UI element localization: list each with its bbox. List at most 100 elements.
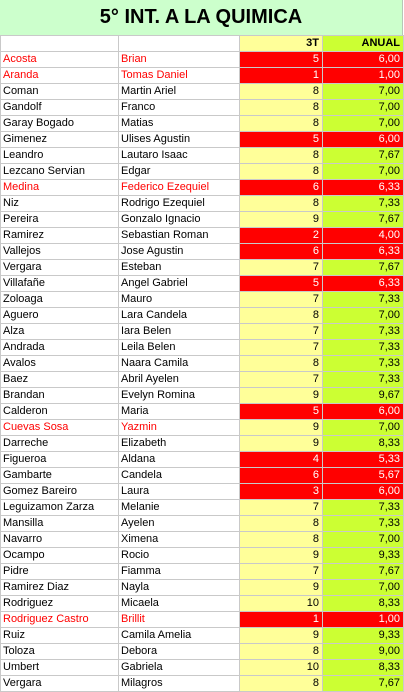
nombre-cell[interactable]: Lara Candela <box>118 307 240 324</box>
nombre-cell[interactable]: Gonzalo Ignacio <box>118 211 240 228</box>
anual-cell[interactable]: 7,00 <box>322 115 404 132</box>
nota-3t-cell[interactable]: 5 <box>239 403 323 420</box>
nota-3t-cell[interactable]: 9 <box>239 627 323 644</box>
nota-3t-cell[interactable]: 8 <box>239 675 323 692</box>
nota-3t-cell[interactable]: 5 <box>239 275 323 292</box>
nombre-cell[interactable]: Jose Agustin <box>118 243 240 260</box>
nombre-cell[interactable]: Camila Amelia <box>118 627 240 644</box>
apellido-cell[interactable]: Darreche <box>0 435 119 452</box>
anual-cell[interactable]: 8,33 <box>322 595 404 612</box>
anual-cell[interactable]: 9,33 <box>322 547 404 564</box>
nota-3t-cell[interactable]: 8 <box>239 83 323 100</box>
apellido-cell[interactable]: Lezcano Servian <box>0 163 119 180</box>
nota-3t-cell[interactable]: 6 <box>239 467 323 484</box>
nombre-cell[interactable]: Martin Ariel <box>118 83 240 100</box>
anual-cell[interactable]: 8,33 <box>322 435 404 452</box>
nombre-cell[interactable]: Franco <box>118 99 240 116</box>
nombre-cell[interactable]: Tomas Daniel <box>118 67 240 84</box>
nota-3t-cell[interactable]: 10 <box>239 659 323 676</box>
nombre-cell[interactable]: Rocio <box>118 547 240 564</box>
anual-cell[interactable]: 8,33 <box>322 659 404 676</box>
nota-3t-cell[interactable]: 1 <box>239 611 323 628</box>
anual-cell[interactable]: 7,33 <box>322 323 404 340</box>
apellido-cell[interactable]: Medina <box>0 179 119 196</box>
nota-3t-cell[interactable]: 3 <box>239 483 323 500</box>
nota-3t-cell[interactable]: 6 <box>239 243 323 260</box>
anual-cell[interactable]: 7,67 <box>322 211 404 228</box>
nota-3t-cell[interactable]: 8 <box>239 147 323 164</box>
apellido-cell[interactable]: Niz <box>0 195 119 212</box>
anual-cell[interactable]: 7,67 <box>322 675 404 692</box>
nombre-cell[interactable]: Maria <box>118 403 240 420</box>
nombre-cell[interactable]: Esteban <box>118 259 240 276</box>
apellido-cell[interactable]: Ocampo <box>0 547 119 564</box>
nombre-cell[interactable]: Candela <box>118 467 240 484</box>
anual-cell[interactable]: 5,33 <box>322 451 404 468</box>
anual-cell[interactable]: 7,00 <box>322 99 404 116</box>
apellido-cell[interactable]: Zoloaga <box>0 291 119 308</box>
nota-3t-cell[interactable]: 9 <box>239 435 323 452</box>
nota-3t-cell[interactable]: 7 <box>239 291 323 308</box>
nota-3t-cell[interactable]: 8 <box>239 99 323 116</box>
anual-cell[interactable]: 7,00 <box>322 419 404 436</box>
apellido-cell[interactable]: Pereira <box>0 211 119 228</box>
nota-3t-cell[interactable]: 2 <box>239 227 323 244</box>
anual-cell[interactable]: 7,33 <box>322 339 404 356</box>
nota-3t-cell[interactable]: 9 <box>239 579 323 596</box>
nombre-cell[interactable]: Micaela <box>118 595 240 612</box>
anual-cell[interactable]: 6,33 <box>322 275 404 292</box>
nota-3t-cell[interactable]: 7 <box>239 339 323 356</box>
apellido-cell[interactable]: Gandolf <box>0 99 119 116</box>
nombre-cell[interactable]: Ayelen <box>118 515 240 532</box>
apellido-cell[interactable]: Leandro <box>0 147 119 164</box>
apellido-cell[interactable]: Umbert <box>0 659 119 676</box>
nombre-cell[interactable]: Abril Ayelen <box>118 371 240 388</box>
apellido-cell[interactable]: Gimenez <box>0 131 119 148</box>
header-nombre[interactable] <box>118 35 240 52</box>
anual-cell[interactable]: 9,33 <box>322 627 404 644</box>
nota-3t-cell[interactable]: 10 <box>239 595 323 612</box>
nombre-cell[interactable]: Melanie <box>118 499 240 516</box>
anual-cell[interactable]: 7,67 <box>322 563 404 580</box>
nombre-cell[interactable]: Sebastian Roman <box>118 227 240 244</box>
nombre-cell[interactable]: Matias <box>118 115 240 132</box>
nota-3t-cell[interactable]: 7 <box>239 371 323 388</box>
nombre-cell[interactable]: Lautaro Isaac <box>118 147 240 164</box>
header-apellido[interactable] <box>0 35 119 52</box>
nota-3t-cell[interactable]: 9 <box>239 547 323 564</box>
apellido-cell[interactable]: Aguero <box>0 307 119 324</box>
nombre-cell[interactable]: Iara Belen <box>118 323 240 340</box>
nota-3t-cell[interactable]: 9 <box>239 211 323 228</box>
header-nota-3t[interactable]: 3T <box>239 35 323 52</box>
nombre-cell[interactable]: Rodrigo Ezequiel <box>118 195 240 212</box>
nota-3t-cell[interactable]: 5 <box>239 51 323 68</box>
nota-3t-cell[interactable]: 8 <box>239 531 323 548</box>
apellido-cell[interactable]: Rodriguez Castro <box>0 611 119 628</box>
apellido-cell[interactable]: Vallejos <box>0 243 119 260</box>
apellido-cell[interactable]: Garay Bogado <box>0 115 119 132</box>
nombre-cell[interactable]: Fiamma <box>118 563 240 580</box>
nombre-cell[interactable]: Naara Camila <box>118 355 240 372</box>
anual-cell[interactable]: 7,00 <box>322 579 404 596</box>
nombre-cell[interactable]: Aldana <box>118 451 240 468</box>
apellido-cell[interactable]: Avalos <box>0 355 119 372</box>
anual-cell[interactable]: 6,33 <box>322 179 404 196</box>
anual-cell[interactable]: 7,33 <box>322 499 404 516</box>
nombre-cell[interactable]: Edgar <box>118 163 240 180</box>
anual-cell[interactable]: 7,00 <box>322 531 404 548</box>
nombre-cell[interactable]: Elizabeth <box>118 435 240 452</box>
anual-cell[interactable]: 9,67 <box>322 387 404 404</box>
nota-3t-cell[interactable]: 6 <box>239 179 323 196</box>
anual-cell[interactable]: 7,33 <box>322 355 404 372</box>
nombre-cell[interactable]: Yazmin <box>118 419 240 436</box>
nota-3t-cell[interactable]: 8 <box>239 195 323 212</box>
apellido-cell[interactable]: Brandan <box>0 387 119 404</box>
nota-3t-cell[interactable]: 7 <box>239 323 323 340</box>
nombre-cell[interactable]: Ulises Agustin <box>118 131 240 148</box>
apellido-cell[interactable]: Acosta <box>0 51 119 68</box>
anual-cell[interactable]: 4,00 <box>322 227 404 244</box>
nombre-cell[interactable]: Laura <box>118 483 240 500</box>
nota-3t-cell[interactable]: 8 <box>239 115 323 132</box>
apellido-cell[interactable]: Gomez Bareiro <box>0 483 119 500</box>
nota-3t-cell[interactable]: 7 <box>239 499 323 516</box>
